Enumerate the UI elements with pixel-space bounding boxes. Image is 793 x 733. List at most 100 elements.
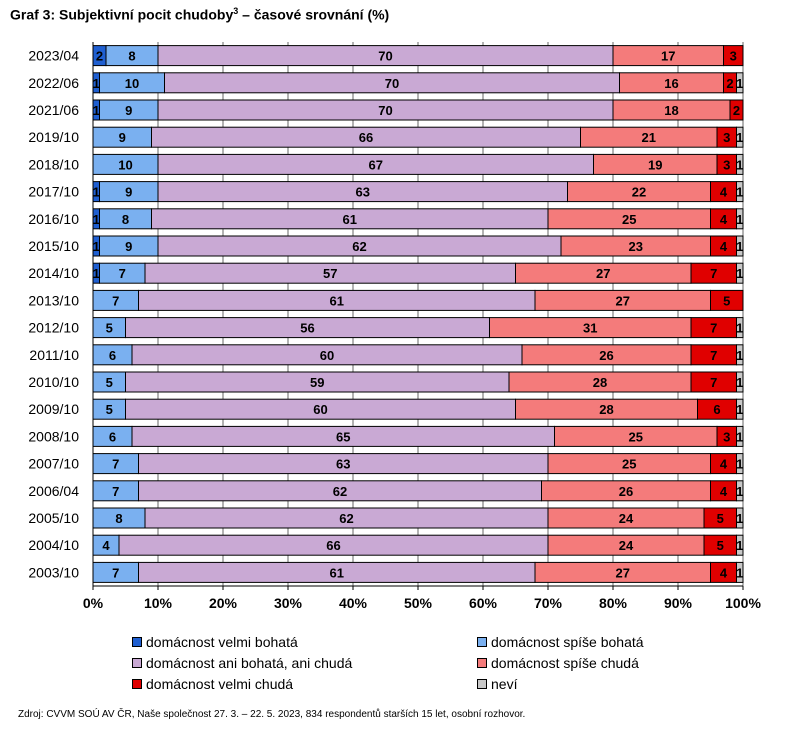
bar-segment xyxy=(736,561,744,583)
data-label: 1 xyxy=(736,157,743,172)
category-label: 2013/10 xyxy=(28,292,79,308)
category-label: 2022/06 xyxy=(28,75,79,91)
category-label: 2019/10 xyxy=(28,129,79,145)
data-label: 1 xyxy=(736,457,743,472)
data-label: 4 xyxy=(720,457,728,472)
data-label: 1 xyxy=(736,511,743,526)
category-label: 2015/10 xyxy=(28,238,79,254)
data-label: 5 xyxy=(717,538,724,553)
bar-segment xyxy=(736,398,744,420)
data-label: 9 xyxy=(119,130,126,145)
bar-segment xyxy=(736,371,744,393)
data-label: 8 xyxy=(122,212,129,227)
data-label: 26 xyxy=(599,348,613,363)
bar-segment xyxy=(736,317,744,339)
data-label: 7 xyxy=(112,293,119,308)
data-label: 57 xyxy=(323,266,337,281)
data-label: 2 xyxy=(733,103,740,118)
data-label: 1 xyxy=(736,130,743,145)
category-label: 2004/10 xyxy=(28,537,79,553)
data-label: 26 xyxy=(619,484,633,499)
data-label: 9 xyxy=(125,103,132,118)
chart-title-footnote: 3 xyxy=(233,6,239,16)
bar-segment xyxy=(736,262,744,284)
data-label: 7 xyxy=(112,457,119,472)
data-label: 19 xyxy=(648,157,662,172)
data-label: 7 xyxy=(119,266,126,281)
data-label: 7 xyxy=(112,484,119,499)
category-label: 2008/10 xyxy=(28,428,79,444)
data-label: 1 xyxy=(736,76,743,91)
data-label: 1 xyxy=(736,538,743,553)
data-label: 1 xyxy=(93,185,100,200)
data-label: 63 xyxy=(356,185,370,200)
data-label: 4 xyxy=(102,538,110,553)
category-label: 2011/10 xyxy=(29,347,79,363)
x-tick-label: 10% xyxy=(144,595,173,611)
data-label: 22 xyxy=(632,185,646,200)
category-label: 2005/10 xyxy=(28,510,79,526)
category-label: 2021/06 xyxy=(28,102,79,118)
data-label: 5 xyxy=(106,402,113,417)
data-label: 1 xyxy=(736,375,743,390)
category-label: 2014/10 xyxy=(28,265,79,281)
data-label: 63 xyxy=(336,457,350,472)
data-label: 5 xyxy=(106,321,113,336)
data-label: 70 xyxy=(378,103,392,118)
data-label: 1 xyxy=(736,429,743,444)
data-label: 70 xyxy=(378,49,392,64)
data-label: 1 xyxy=(736,348,743,363)
data-label: 66 xyxy=(359,130,373,145)
data-label: 21 xyxy=(642,130,656,145)
data-label: 10 xyxy=(125,76,139,91)
data-label: 1 xyxy=(93,266,100,281)
data-label: 60 xyxy=(313,402,327,417)
data-label: 8 xyxy=(115,511,122,526)
bar-segment xyxy=(736,72,744,94)
data-label: 56 xyxy=(300,321,314,336)
data-label: 3 xyxy=(723,130,730,145)
data-label: 62 xyxy=(333,484,347,499)
category-label: 2017/10 xyxy=(28,184,79,200)
data-label: 4 xyxy=(720,484,728,499)
data-label: 10 xyxy=(118,157,132,172)
data-label: 18 xyxy=(664,103,678,118)
data-label: 5 xyxy=(717,511,724,526)
data-label: 25 xyxy=(629,429,643,444)
data-label: 9 xyxy=(125,239,132,254)
data-label: 28 xyxy=(593,375,607,390)
category-label: 2016/10 xyxy=(28,211,79,227)
data-label: 1 xyxy=(93,103,100,118)
x-tick-label: 90% xyxy=(664,595,693,611)
x-tick-label: 30% xyxy=(274,595,303,611)
data-label: 24 xyxy=(619,511,634,526)
data-label: 9 xyxy=(125,185,132,200)
data-label: 1 xyxy=(736,239,743,254)
data-label: 66 xyxy=(326,538,340,553)
data-label: 1 xyxy=(736,266,743,281)
data-label: 24 xyxy=(619,538,634,553)
data-label: 3 xyxy=(730,49,737,64)
bar-segment xyxy=(736,126,744,148)
data-label: 4 xyxy=(720,185,728,200)
data-label: 4 xyxy=(720,565,728,580)
x-tick-label: 70% xyxy=(534,595,563,611)
x-tick-label: 60% xyxy=(469,595,498,611)
data-label: 7 xyxy=(710,321,717,336)
bar-segment xyxy=(736,480,744,502)
data-label: 2 xyxy=(96,49,103,64)
data-label: 65 xyxy=(336,429,350,444)
data-label: 1 xyxy=(736,484,743,499)
data-label: 1 xyxy=(93,212,100,227)
source-note: Zdroj: CVVM SOÚ AV ČR, Naše společnost 2… xyxy=(18,709,526,720)
bar-segment xyxy=(736,235,744,257)
data-label: 5 xyxy=(723,293,730,308)
data-label: 61 xyxy=(330,293,344,308)
data-label: 27 xyxy=(596,266,610,281)
bar-segment xyxy=(736,534,744,556)
data-label: 62 xyxy=(339,511,353,526)
bar-segment xyxy=(736,208,744,230)
data-label: 4 xyxy=(720,239,728,254)
data-label: 28 xyxy=(599,402,613,417)
category-label: 2018/10 xyxy=(28,156,79,172)
